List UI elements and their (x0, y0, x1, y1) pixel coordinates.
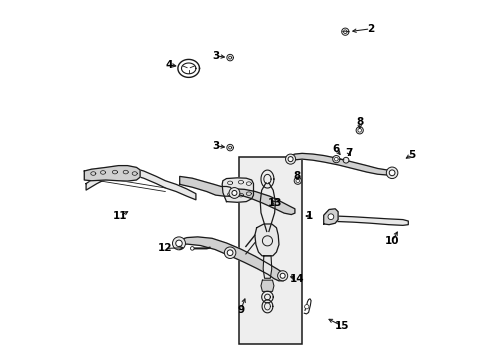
Circle shape (231, 190, 237, 195)
Text: 10: 10 (384, 236, 399, 246)
Text: 14: 14 (289, 274, 304, 284)
Text: 13: 13 (267, 198, 282, 208)
Polygon shape (323, 209, 337, 225)
Polygon shape (261, 280, 273, 291)
Text: 2: 2 (366, 24, 373, 34)
Circle shape (227, 250, 232, 256)
Circle shape (175, 240, 182, 247)
Circle shape (172, 237, 185, 250)
Circle shape (224, 247, 235, 258)
Circle shape (357, 129, 361, 132)
Circle shape (287, 157, 292, 162)
Circle shape (343, 157, 348, 163)
Circle shape (388, 170, 394, 176)
Text: 11: 11 (113, 211, 127, 221)
Circle shape (386, 167, 397, 179)
Circle shape (277, 271, 287, 281)
Text: 7: 7 (345, 148, 352, 158)
Text: 5: 5 (407, 150, 415, 160)
Polygon shape (222, 178, 253, 202)
Circle shape (190, 247, 194, 250)
Polygon shape (263, 256, 271, 278)
Circle shape (294, 177, 301, 184)
Bar (239, 157, 302, 344)
Polygon shape (254, 224, 278, 256)
Text: 4: 4 (165, 60, 172, 70)
Circle shape (355, 127, 363, 134)
Circle shape (295, 179, 299, 183)
Text: 8: 8 (292, 171, 300, 181)
Circle shape (334, 157, 337, 161)
Text: 3: 3 (212, 51, 219, 61)
Text: 6: 6 (332, 144, 339, 154)
Circle shape (304, 305, 308, 309)
Polygon shape (287, 153, 391, 175)
Polygon shape (176, 237, 285, 281)
Polygon shape (86, 167, 196, 200)
Circle shape (285, 154, 295, 164)
Circle shape (327, 214, 333, 220)
Text: 3: 3 (212, 141, 219, 151)
Text: 15: 15 (334, 321, 348, 331)
Text: 9: 9 (237, 305, 244, 315)
Polygon shape (84, 166, 140, 181)
Polygon shape (179, 176, 231, 196)
Circle shape (228, 188, 239, 198)
Polygon shape (231, 189, 294, 215)
Text: 1: 1 (305, 211, 312, 221)
Text: 12: 12 (158, 243, 172, 253)
Circle shape (280, 273, 285, 278)
Text: 8: 8 (355, 117, 363, 127)
Circle shape (332, 156, 339, 163)
Polygon shape (323, 216, 407, 225)
